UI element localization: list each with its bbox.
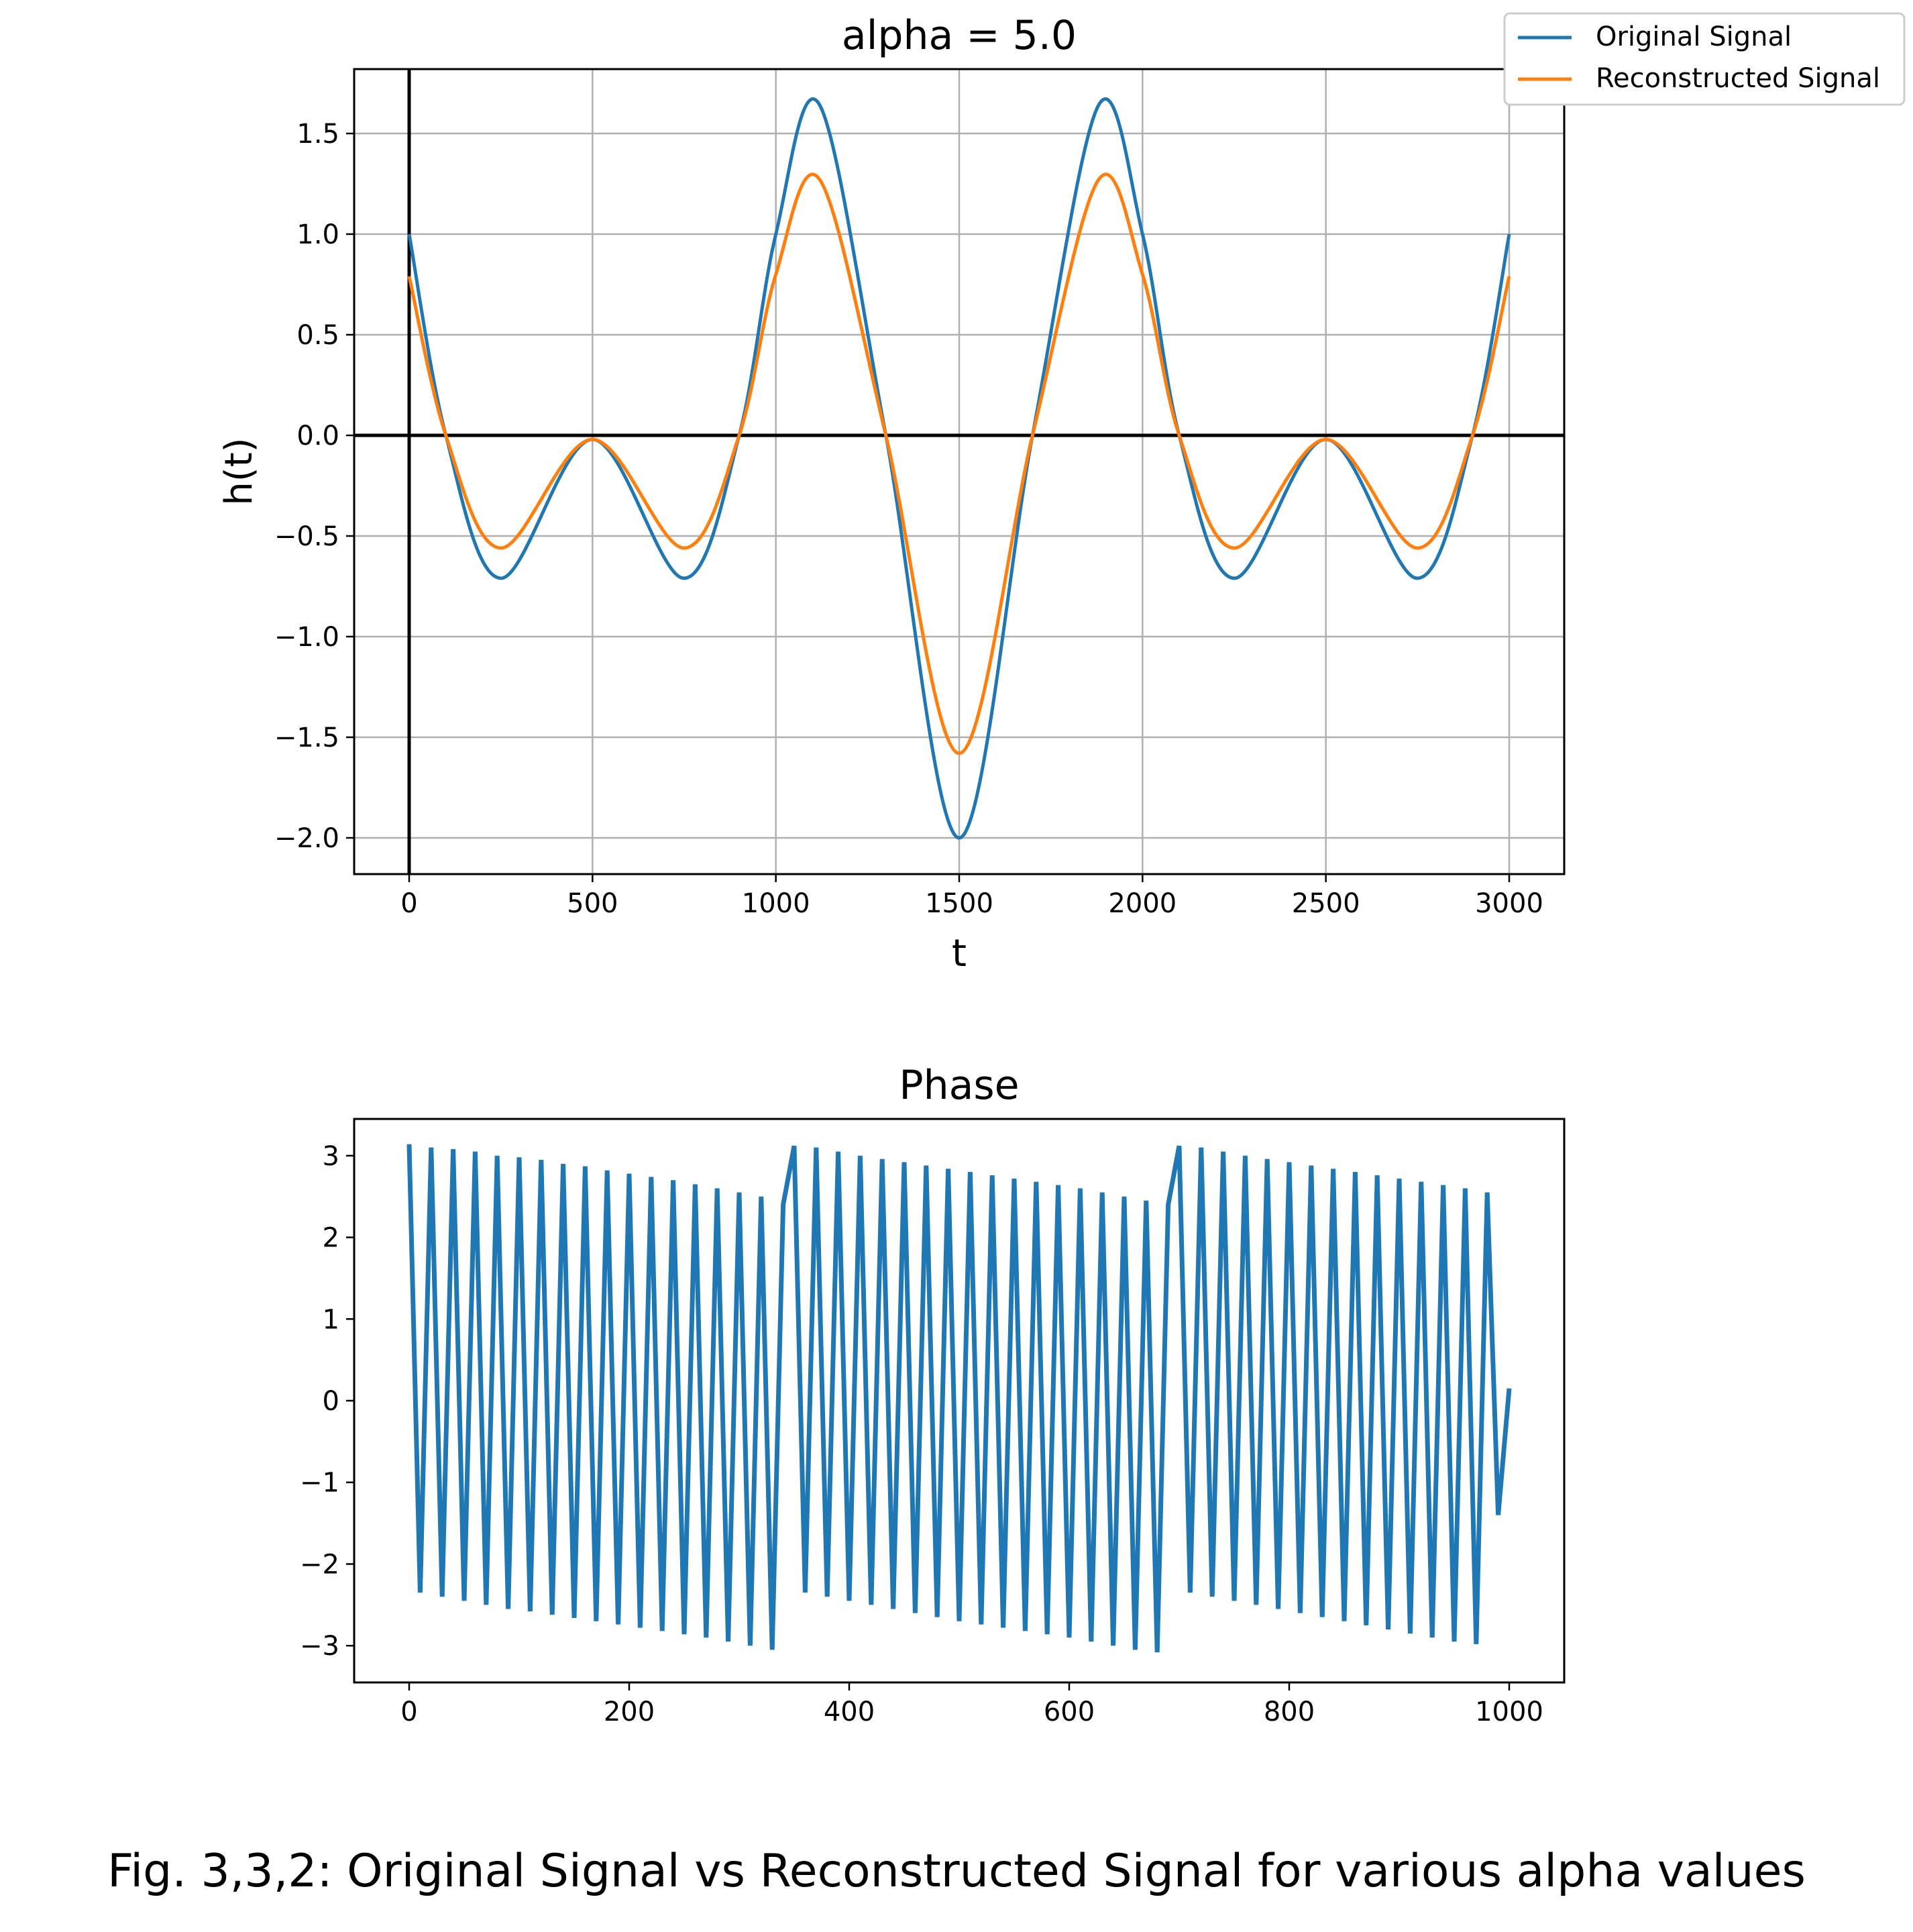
phase-chart-series (406, 1144, 1512, 1653)
signal-chart-y-ticks: −2.0 −1.5 −1.0 −0.5 0.0 0.5 1.0 1.5 (274, 119, 354, 854)
phase-chart: Phase 0 200 400 600 800 1000 −3 −2 −1 0 1 2 3 (300, 1062, 1566, 1727)
x-tick-label: 0 (400, 888, 417, 919)
phase-line (406, 1144, 1512, 1653)
y-tick-label: 1.0 (296, 219, 339, 250)
x-tick-label: 3000 (1475, 888, 1543, 919)
x-tick-label: 400 (824, 1697, 875, 1727)
legend-box (1503, 12, 1906, 106)
figure-caption: Fig. 3,3,2: Original Signal vs Reconstru… (107, 1845, 1806, 1898)
y-tick-label: 0.5 (296, 320, 339, 351)
y-tick-label: −0.5 (274, 521, 339, 552)
y-tick-label: −2 (300, 1549, 339, 1580)
x-tick-label: 2500 (1292, 888, 1360, 919)
y-tick-label: 2 (323, 1223, 339, 1254)
x-tick-label: 200 (604, 1697, 655, 1727)
x-tick-label: 800 (1264, 1697, 1315, 1727)
phase-chart-y-ticks: −3 −2 −1 0 1 2 3 (300, 1141, 354, 1662)
x-tick-label: 1500 (925, 888, 993, 919)
x-tick-label: 500 (567, 888, 618, 919)
y-tick-label: 0 (323, 1386, 339, 1417)
signal-chart-title: alpha = 5.0 (842, 12, 1077, 59)
reconstructed-signal-line (407, 172, 1511, 755)
x-tick-label: 1000 (1475, 1697, 1543, 1727)
phase-chart-x-ticks: 0 200 400 600 800 1000 (400, 1682, 1543, 1727)
original-signal-line (407, 97, 1511, 840)
signal-chart-x-ticks: 0 500 1000 1500 2000 2500 3000 (400, 874, 1543, 919)
x-tick-label: 2000 (1108, 888, 1177, 919)
legend-label-original: Original Signal (1596, 21, 1792, 52)
x-tick-label: 600 (1044, 1697, 1095, 1727)
y-tick-label: −1.5 (274, 722, 339, 753)
signal-chart-series (407, 97, 1511, 840)
x-tick-label: 1000 (742, 888, 810, 919)
signal-chart-reference-lines (354, 69, 1564, 874)
signal-chart-y-axis-label: h(t) (217, 437, 261, 505)
y-tick-label: 1 (323, 1304, 339, 1335)
y-tick-label: −3 (300, 1631, 339, 1662)
phase-chart-title: Phase (899, 1062, 1019, 1109)
y-tick-label: −1.0 (274, 622, 339, 653)
legend-label-reconstructed: Reconstructed Signal (1596, 63, 1880, 94)
x-tick-label: 0 (400, 1697, 417, 1727)
y-tick-label: −1 (300, 1468, 339, 1499)
y-tick-label: 1.5 (296, 119, 339, 150)
y-tick-label: 3 (323, 1141, 339, 1172)
signal-chart-x-axis-label: t (952, 932, 967, 975)
signal-chart: alpha = 5.0 0 500 1000 1500 2000 2500 3000 −2.… (217, 12, 1566, 975)
y-tick-label: 0.0 (296, 421, 339, 451)
legend: Original Signal Reconstructed Signal (1503, 12, 1906, 106)
y-tick-label: −2.0 (274, 823, 339, 854)
